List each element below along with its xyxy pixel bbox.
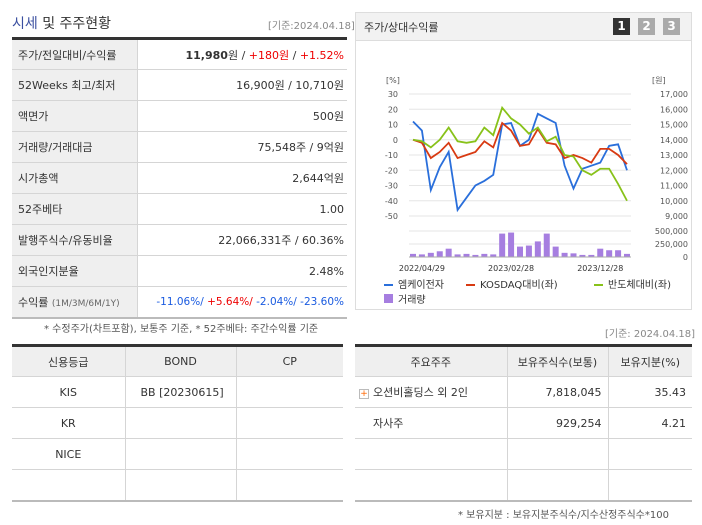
volume-bar — [454, 254, 461, 257]
volume-bar — [543, 233, 550, 257]
table-row: 자사주 929,254 4.21 — [355, 407, 692, 439]
table-row: 52주베타 1.00 — [12, 193, 347, 225]
right-axis-unit: [원] — [652, 76, 666, 85]
expand-icon[interactable]: + — [359, 389, 369, 399]
right-tick-label: 16,000 — [660, 105, 688, 114]
volume-bar — [436, 251, 443, 257]
table-row: 주가/전일대비/수익률 11,980원 / +180원 / +1.52% — [12, 38, 347, 70]
volume-bar — [445, 248, 452, 257]
volume-tick-label: 0 — [683, 253, 688, 262]
table-row: 수익률 (1M/3M/6M/1Y) -11.06%/ +5.64%/ -2.04%… — [12, 286, 347, 318]
volume-bar — [579, 254, 586, 257]
legend-label: 반도체대비(좌) — [608, 279, 671, 291]
left-tick-label: -20 — [385, 166, 398, 175]
volume-bar — [499, 233, 506, 257]
volume-bar — [508, 232, 515, 257]
chart-tab-2[interactable]: 2 — [638, 18, 655, 35]
right-tick-label: 13,000 — [660, 151, 688, 160]
volume-bar — [588, 254, 595, 257]
x-tick-label: 2022/04/29 — [399, 264, 445, 273]
volume-bar — [525, 245, 532, 257]
table-row: 액면가 500원 — [12, 100, 347, 132]
volume-bar — [427, 252, 434, 257]
market-note: * 수정주가(차트포함), 보통주 기준, * 52주베타: 주간수익률 기준 — [44, 324, 319, 335]
x-tick-label: 2023/02/28 — [488, 264, 534, 273]
table-row: 발행주식수/유동비율 22,066,331주 / 60.36% — [12, 224, 347, 256]
left-tick-label: 20 — [388, 105, 398, 114]
table-row: + 오션비홀딩스 외 2인 7,818,045 35.43 — [355, 376, 692, 408]
table-row: 시가총액 2,644억원 — [12, 162, 347, 194]
table-row: 52Weeks 최고/최저 16,900원 / 10,710원 — [12, 69, 347, 101]
volume-bar — [517, 246, 523, 257]
right-tick-label: 10,000 — [660, 197, 688, 206]
base-date: [기준:2024.04.18] — [268, 21, 355, 32]
chart-panel: 주가/상대수익률 1 2 3 [%] [원] 30 17,000 20 16,000 10 1… — [355, 12, 692, 310]
chart-tab-1[interactable]: 1 — [613, 18, 630, 35]
series-line — [412, 105, 628, 202]
relative-return-chart: [%] [원] 30 17,000 20 16,000 10 15,000 0 14,000 -10… — [384, 76, 688, 306]
right-tick-label: 9,000 — [665, 212, 688, 221]
chart-tab-3[interactable]: 3 — [663, 18, 680, 35]
legend-label: KOSDAQ대비(좌) — [480, 279, 558, 291]
table-row: KR — [12, 407, 343, 439]
right-tick-label: 14,000 — [660, 136, 688, 145]
table-row — [12, 469, 343, 501]
legend-label: 거래량 — [398, 294, 426, 306]
left-tick-label: 30 — [388, 90, 398, 99]
volume-bar — [481, 253, 488, 257]
table-row — [355, 469, 692, 501]
legend-swatch — [384, 294, 393, 303]
volume-bar — [534, 241, 541, 257]
left-tick-label: -30 — [385, 182, 398, 191]
right-tick-label: 12,000 — [660, 166, 688, 175]
table-row: NICE — [12, 438, 343, 470]
volume-bar — [418, 254, 425, 257]
right-tick-label: 17,000 — [660, 90, 688, 99]
volume-tick-label: 500,000 — [655, 227, 688, 236]
volume-tick-label: 250,000 — [655, 240, 688, 249]
table-row: 외국인지분율 2.48% — [12, 255, 347, 287]
volume-bar — [472, 254, 479, 257]
series-line — [412, 112, 628, 213]
chart-title: 주가/상대수익률 — [356, 13, 691, 41]
volume-bar — [624, 253, 630, 257]
volume-bar — [561, 252, 568, 257]
volume-bar — [410, 253, 416, 257]
left-tick-label: 0 — [393, 136, 398, 145]
volume-bar — [490, 254, 497, 257]
holders-note: * 보유지분 : 보유지분주식수/지수산정주식수*100 — [458, 510, 669, 521]
legend-label: 엠케이전자 — [398, 279, 444, 291]
credit-rating-table: 신용등급 BOND CP KIS BB [20230615] KR NICE — [12, 344, 343, 502]
volume-bar — [615, 250, 622, 257]
shareholders-table: 주요주주 보유주식수(보통) 보유지분(%) + 오션비홀딩스 외 2인 7,818,0… — [355, 344, 692, 502]
right-tick-label: 11,000 — [660, 182, 688, 191]
volume-bar — [597, 248, 604, 257]
left-tick-label: -50 — [385, 212, 398, 221]
volume-bar — [606, 250, 613, 257]
market-table: 주가/전일대비/수익률 11,980원 / +180원 / +1.52% 52We… — [12, 37, 347, 319]
left-tick-label: -40 — [385, 197, 398, 206]
volume-bar — [570, 253, 577, 257]
series-line — [412, 121, 628, 165]
table-row: 거래량/거래대금 75,548주 / 9억원 — [12, 131, 347, 163]
section-title: 시세 및 주주현황 — [12, 16, 112, 32]
left-axis-unit: [%] — [386, 76, 400, 85]
table-row — [355, 438, 692, 470]
right-tick-label: 15,000 — [660, 121, 688, 130]
volume-bar — [552, 246, 559, 257]
table-row: KIS BB [20230615] — [12, 376, 343, 408]
volume-bar — [463, 253, 470, 257]
holders-date: [기준: 2024.04.18] — [605, 329, 696, 340]
x-tick-label: 2023/12/28 — [577, 264, 623, 273]
left-tick-label: 10 — [388, 121, 398, 130]
left-tick-label: -10 — [385, 151, 398, 160]
